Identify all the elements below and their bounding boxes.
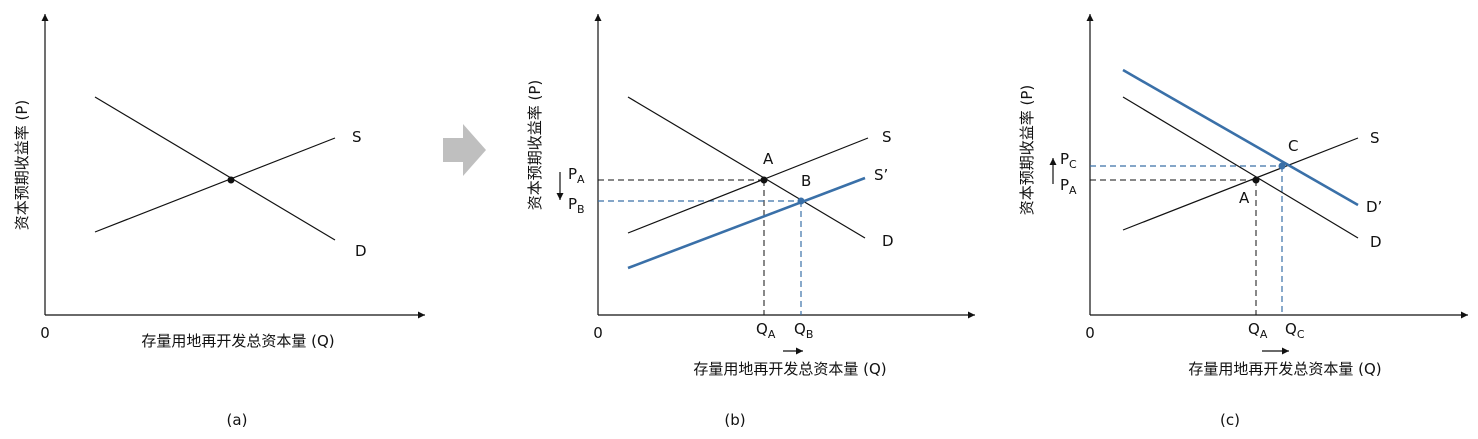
point-label: C — [1288, 137, 1298, 155]
curve-label: S — [882, 128, 892, 146]
x-axis-label: 存量用地再开发总资本量 (Q) — [1188, 360, 1381, 378]
subscript: B — [577, 203, 585, 216]
symbol: P — [1060, 176, 1069, 194]
panel-a: 0 存量用地再开发总资本量 (Q) 资本预期收益率 (P) S D (a) — [13, 14, 425, 429]
curve-label: S — [1370, 129, 1380, 147]
x-axis-label: 存量用地再开发总资本量 (Q) — [141, 332, 334, 350]
point-a — [1252, 176, 1260, 184]
subscript: B — [806, 328, 814, 341]
symbol: Q — [794, 320, 806, 338]
subscript: A — [768, 328, 776, 341]
symbol: Q — [1285, 320, 1297, 338]
price-label: PC — [1060, 150, 1077, 171]
subscript: A — [577, 173, 585, 186]
panel-c: 0 存量用地再开发总资本量 (Q) 资本预期收益率 (P) S D’ D C A… — [1018, 14, 1468, 429]
equilibrium-point — [227, 176, 235, 184]
panel-b: 0 存量用地再开发总资本量 (Q) 资本预期收益率 (P) S S’ D A B… — [526, 14, 975, 429]
price-label: PA — [568, 165, 585, 186]
price-label: PA — [1060, 176, 1077, 197]
x-axis-label: 存量用地再开发总资本量 (Q) — [693, 360, 886, 378]
demand-curve — [627, 96, 866, 239]
supply-curve — [94, 137, 336, 233]
symbol: P — [568, 195, 577, 213]
y-axis-label: 资本预期收益率 (P) — [1018, 85, 1036, 216]
shifted-demand-curve — [1122, 68, 1359, 207]
curve-label: S’ — [874, 166, 888, 184]
curve-label: S — [352, 128, 362, 146]
point-label: A — [1239, 189, 1250, 207]
symbol: P — [568, 165, 577, 183]
caption: (c) — [1220, 411, 1240, 429]
subscript: C — [1297, 328, 1305, 341]
shifted-supply-curve — [627, 176, 866, 270]
demand-curve — [94, 96, 336, 241]
quantity-label: QA — [1248, 320, 1268, 341]
supply-curve — [1122, 137, 1359, 231]
point-c — [1278, 162, 1286, 170]
point-label: B — [801, 172, 811, 190]
demand-curve — [1122, 96, 1359, 239]
curve-label: D’ — [1366, 198, 1382, 216]
transition-arrow — [443, 124, 486, 176]
symbol: P — [1060, 150, 1069, 168]
origin: 0 — [593, 324, 603, 342]
symbol: Q — [1248, 320, 1260, 338]
curve-label: D — [355, 242, 367, 260]
caption: (a) — [227, 411, 248, 429]
quantity-label: QB — [794, 320, 813, 341]
quantity-label: QC — [1285, 320, 1305, 341]
symbol: Q — [756, 320, 768, 338]
y-axis-label: 资本预期收益率 (P) — [13, 100, 31, 231]
curve-label: D — [1370, 233, 1382, 251]
subscript: A — [1260, 328, 1268, 341]
supply-curve — [627, 137, 869, 234]
caption: (b) — [724, 411, 745, 429]
y-axis-label: 资本预期收益率 (P) — [526, 80, 544, 211]
subscript: A — [1069, 184, 1077, 197]
curve-label: D — [882, 232, 894, 250]
subscript: C — [1069, 158, 1077, 171]
price-label: PB — [568, 195, 585, 216]
origin: 0 — [40, 324, 50, 342]
quantity-label: QA — [756, 320, 776, 341]
origin: 0 — [1085, 324, 1095, 342]
point-a — [760, 176, 768, 184]
point-label: A — [763, 150, 774, 168]
point-b — [797, 197, 805, 205]
